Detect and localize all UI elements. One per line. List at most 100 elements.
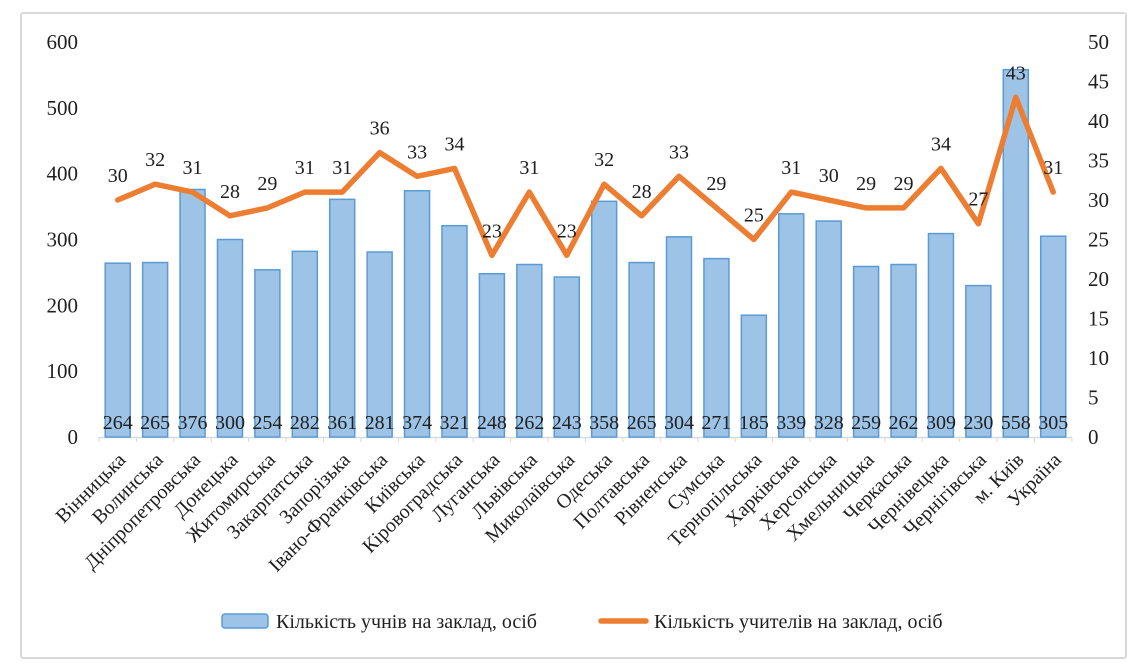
line-value-labels: 30 32 31 28 29 31 31 36 33 34 23 31 23 32 28 33 29 25 31 30…: [108, 62, 1063, 242]
legend-line-label: Кількість учителів на заклад, осіб: [654, 611, 943, 633]
left-axis-tick-label: 0: [68, 425, 79, 449]
line-value-label: 29: [856, 173, 876, 195]
line-value-label: 34: [444, 133, 464, 155]
bar: [665, 236, 693, 438]
right-axis-tick-label: 20: [1088, 267, 1109, 291]
line-value-label: 29: [257, 173, 277, 195]
bar-value-label: 304: [664, 412, 694, 434]
right-axis-ticks: 0 5 10 15 20 25 30 35 40 45 50: [1088, 30, 1109, 449]
bar: [628, 261, 655, 438]
line-value-label: 32: [145, 149, 165, 171]
bar: [815, 220, 842, 438]
bar-value-label: 271: [701, 412, 731, 434]
left-axis-tick-label: 200: [47, 293, 79, 317]
left-axis-tick-label: 600: [47, 30, 79, 54]
bar-value-label: 262: [514, 412, 544, 434]
bar-value-label: 321: [439, 412, 469, 434]
x-axis-tickmarks: [98, 437, 1073, 442]
bar-value-label: 185: [739, 412, 769, 434]
bar: [104, 262, 131, 438]
left-axis-tick-label: 300: [47, 228, 79, 252]
right-axis-tick-label: 15: [1088, 307, 1109, 331]
line-value-label: 30: [108, 165, 128, 187]
right-axis-tick-label: 10: [1088, 346, 1109, 370]
bar: [553, 276, 580, 438]
bar: [778, 213, 805, 438]
bar: [478, 272, 506, 438]
bar-value-label: 265: [140, 412, 170, 434]
right-axis-tick-label: 0: [1088, 425, 1099, 449]
right-axis-tick-label: 5: [1088, 386, 1099, 410]
line-value-label: 31: [519, 157, 539, 179]
bar-value-label: 281: [365, 412, 395, 434]
bar-value-label: 376: [178, 412, 208, 434]
bar: [216, 238, 244, 438]
bar: [328, 198, 356, 438]
bar-value-label: 248: [477, 412, 507, 434]
line-value-label: 29: [706, 173, 726, 195]
bar: [927, 232, 955, 438]
bar: [852, 265, 880, 438]
bar: [516, 263, 543, 438]
bar: [1039, 235, 1067, 438]
right-axis-tick-label: 25: [1088, 228, 1109, 252]
bar-value-label: 259: [851, 412, 881, 434]
bar-value-label: 374: [402, 412, 432, 434]
bar: [441, 224, 468, 438]
bar-value-label: 305: [1038, 412, 1068, 434]
line-value-label: 30: [819, 165, 839, 187]
bar-value-label: 254: [252, 412, 282, 434]
line-value-label: 23: [482, 220, 502, 242]
bar: [703, 257, 730, 438]
right-axis-tick-label: 50: [1088, 30, 1109, 54]
line-value-label: 25: [744, 205, 764, 227]
bar-value-labels: 264 265 376 300 254 282 361 281 374 321 248 262 243 3…: [103, 412, 1068, 434]
left-axis-ticks: 0 100 200 300 400 500 600: [47, 30, 79, 449]
right-axis-tick-label: 40: [1088, 109, 1109, 133]
line-value-label: 33: [669, 141, 689, 163]
bar-value-label: 361: [327, 412, 357, 434]
bar-value-label: 243: [552, 412, 582, 434]
bar: [590, 200, 618, 438]
line-value-label: 23: [557, 220, 577, 242]
bar: [366, 251, 393, 438]
bar-value-label: 300: [215, 412, 245, 434]
right-axis-tick-label: 45: [1088, 70, 1109, 94]
right-axis-tick-label: 35: [1088, 149, 1109, 173]
right-axis-tick-label: 30: [1088, 188, 1109, 212]
line-value-label: 31: [1043, 157, 1063, 179]
bar-value-label: 230: [963, 412, 993, 434]
legend: Кількість учнів на заклад, осіб Кількість…: [221, 611, 943, 633]
bar: [254, 269, 281, 438]
teachers-line: [114, 94, 1056, 259]
line-value-label: 36: [370, 118, 390, 140]
line-value-label: 29: [894, 173, 914, 195]
line-value-label: 43: [1006, 62, 1026, 84]
bar-value-label: 262: [889, 412, 919, 434]
bar: [740, 314, 768, 438]
bar: [890, 263, 917, 438]
bar-value-label: 358: [589, 412, 619, 434]
bar-value-label: 282: [290, 412, 320, 434]
line-value-label: 33: [407, 141, 427, 163]
line-value-label: 31: [183, 157, 203, 179]
bar: [965, 284, 992, 438]
line-value-label: 34: [931, 133, 951, 155]
bar: [141, 261, 169, 438]
line-value-label: 28: [220, 181, 240, 203]
left-axis-tick-label: 500: [47, 96, 79, 120]
bar-value-label: 309: [926, 412, 956, 434]
line-value-label: 28: [632, 181, 652, 203]
bar-value-label: 265: [627, 412, 657, 434]
bars-group: [104, 68, 1067, 438]
bar: [179, 188, 206, 438]
bar-value-label: 339: [776, 412, 806, 434]
line-value-label: 31: [781, 157, 801, 179]
left-axis-tick-label: 400: [47, 162, 79, 186]
line-value-label: 27: [968, 189, 988, 211]
bar-value-label: 264: [103, 412, 133, 434]
bar-value-label: 328: [814, 412, 844, 434]
legend-bar-label: Кількість учнів на заклад, осіб: [276, 611, 537, 633]
